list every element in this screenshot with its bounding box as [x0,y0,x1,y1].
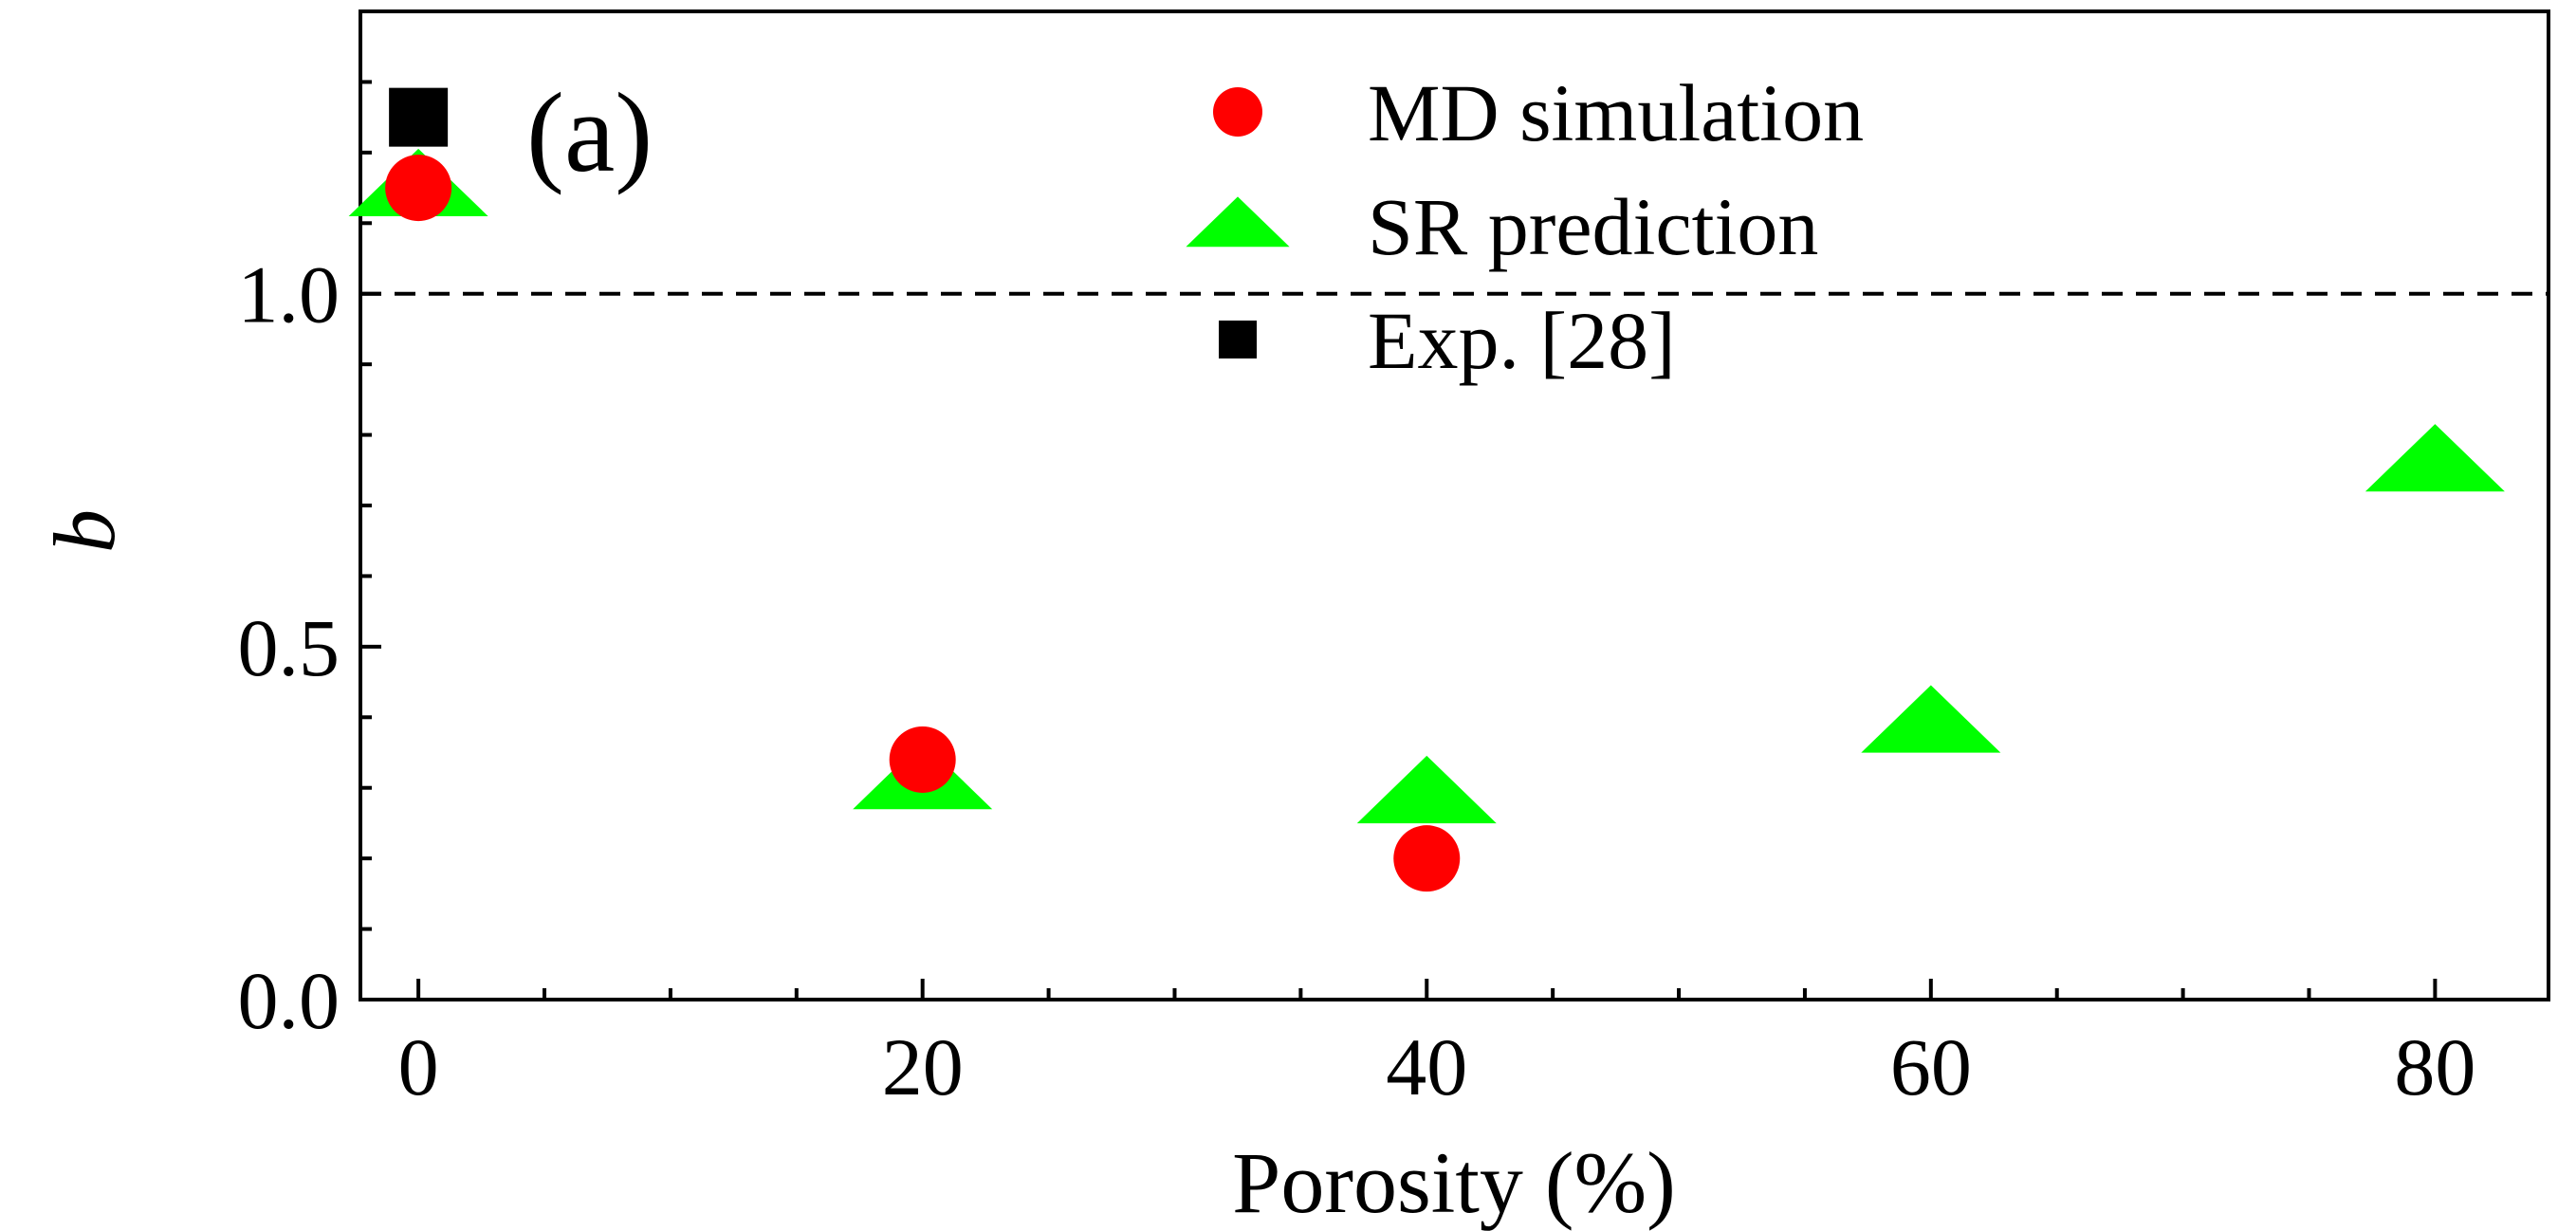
panel-label: (a) [526,69,653,195]
legend-label-sr-prediction: SR prediction [1368,181,1818,272]
sr-prediction-point [1861,685,2001,753]
data-series [348,87,2505,892]
md-simulation-point [1393,825,1461,892]
legend: MD simulation SR prediction Exp. [28] [1186,67,1864,386]
x-tick-labels: 0 20 40 60 80 [398,1021,2476,1112]
legend-label-md-simulation: MD simulation [1368,67,1864,158]
md-simulation-point [889,726,956,793]
x-tick-label: 20 [882,1021,964,1112]
y-tick-label: 0.0 [238,955,340,1046]
x-tick-label: 80 [2394,1021,2475,1112]
y-axis-title: b [36,509,133,553]
y-tick-label: 0.5 [238,602,340,693]
y-tick-label: 1.0 [238,249,340,340]
legend-marker-sr-prediction [1186,196,1290,248]
axis-ticks [360,80,2438,1001]
sr-prediction-point [1356,755,1497,824]
legend-label-exp-28: Exp. [28] [1368,295,1676,386]
exp-28-point [389,87,449,147]
legend-marker-md-simulation [1213,87,1262,137]
x-tick-label: 60 [1890,1021,1972,1112]
sr-prediction-point [2364,424,2505,492]
y-tick-labels: 0.0 0.5 1.0 [238,249,340,1046]
x-tick-label: 0 [398,1021,439,1112]
x-tick-label: 40 [1386,1021,1467,1112]
legend-marker-exp-28 [1219,321,1257,358]
x-axis-title: Porosity (%) [1232,1134,1676,1231]
md-simulation-point [385,155,452,222]
